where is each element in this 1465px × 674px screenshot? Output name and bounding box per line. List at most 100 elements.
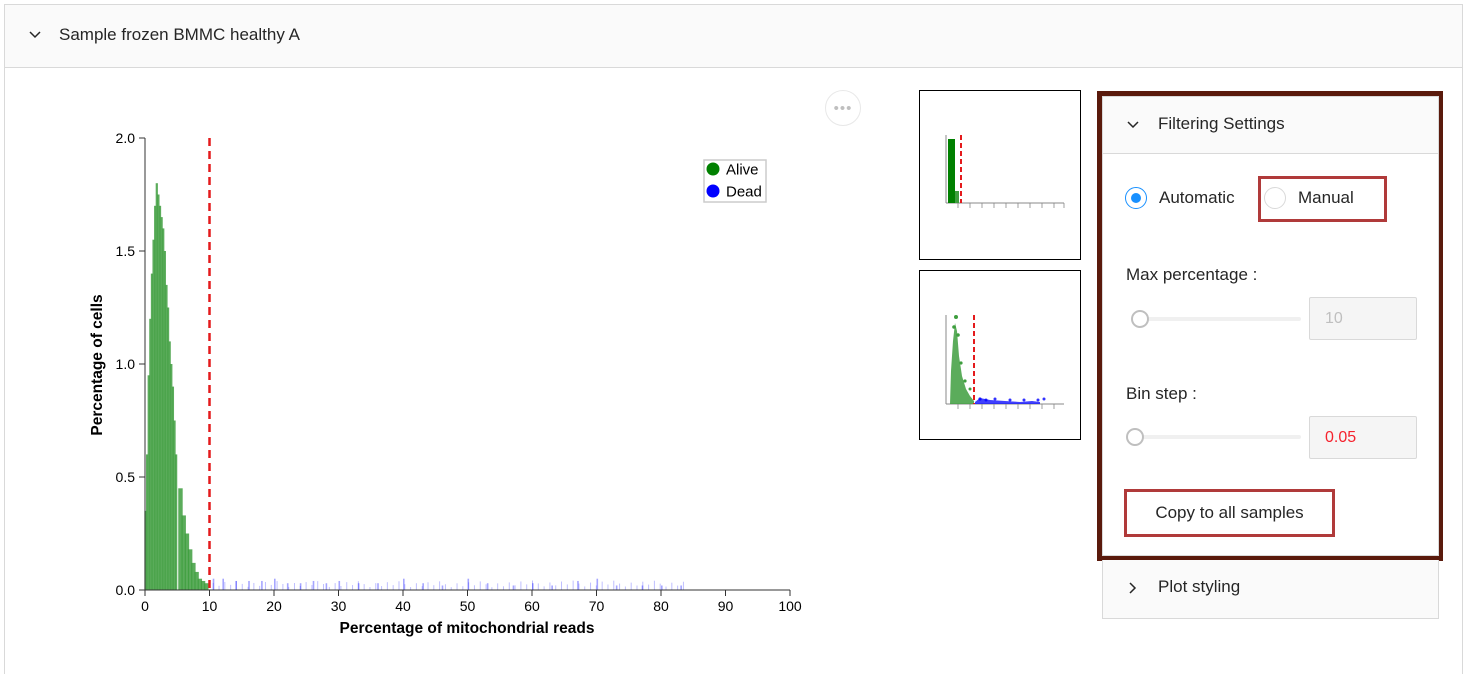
alive-bar — [150, 273, 154, 590]
alive-bar — [181, 515, 186, 590]
max-percentage-slider-handle[interactable] — [1131, 310, 1149, 328]
dead-bar — [433, 585, 435, 590]
dead-bar — [615, 585, 618, 590]
alive-bar — [154, 205, 157, 591]
dead-bar — [222, 578, 224, 590]
dead-bar — [282, 583, 284, 590]
dead-bar — [328, 586, 330, 590]
dead-bar — [377, 583, 379, 590]
dead-bar — [218, 585, 220, 590]
dead-bar — [439, 581, 441, 590]
dead-bar — [363, 584, 365, 590]
x-tick-label: 10 — [202, 598, 218, 614]
dead-bar — [261, 580, 263, 590]
mito-histogram: 0 10 20 30 40 50 60 70 80 90 100 0.0 0.5 1.0 1.5 2.0 Al… — [89, 130, 802, 637]
more-options-button[interactable]: ••• — [825, 90, 861, 126]
filtering-settings-header[interactable]: Filtering Settings — [1103, 97, 1438, 154]
dead-bar — [590, 582, 592, 590]
plot-thumbnail-histogram[interactable] — [919, 90, 1081, 260]
dead-bar — [270, 584, 272, 590]
x-tick-label: 90 — [718, 598, 734, 614]
x-tick-label: 70 — [589, 598, 605, 614]
dead-bar — [444, 584, 446, 590]
dead-bar — [661, 585, 663, 590]
legend-dead-marker — [706, 184, 720, 198]
plot-styling-title: Plot styling — [1158, 577, 1241, 596]
max-percentage-slider[interactable] — [1126, 309, 1301, 329]
alive-bar — [187, 549, 193, 590]
dead-bar — [532, 580, 533, 590]
scatter-thumbnail-icon — [945, 315, 1064, 409]
dead-bar — [338, 580, 341, 590]
x-tick-label: 30 — [331, 598, 347, 614]
alive-bar — [160, 217, 163, 590]
copy-to-all-samples-button[interactable]: Copy to all samples — [1124, 489, 1335, 537]
radio-automatic[interactable]: Automatic — [1125, 187, 1235, 209]
dead-bar — [369, 587, 371, 590]
max-percentage-input[interactable]: 10 — [1309, 297, 1417, 340]
bin-step-slider[interactable] — [1126, 427, 1301, 447]
dead-bar — [551, 585, 553, 590]
plot-styling-header[interactable]: Plot styling — [1102, 560, 1439, 619]
alive-bar — [194, 571, 199, 590]
dead-bar — [537, 583, 539, 590]
dead-bar — [578, 583, 580, 590]
alive-bar — [158, 205, 162, 591]
dead-bar — [566, 584, 568, 590]
dead-bar — [274, 578, 276, 590]
y-axis-label: Percentage of cells — [89, 294, 106, 435]
dead-bar — [561, 581, 563, 590]
dead-bar — [665, 586, 667, 590]
dead-bar — [677, 585, 679, 590]
alive-bar — [175, 454, 178, 590]
dead-bar — [415, 583, 417, 590]
dead-bar — [636, 585, 638, 590]
x-tick-label: 40 — [395, 598, 411, 614]
sample-panel-header[interactable]: Sample frozen BMMC healthy A — [5, 5, 1462, 68]
dead-bar — [410, 587, 412, 590]
y-tick-label: 2.0 — [116, 130, 136, 146]
alive-bar — [152, 239, 155, 590]
alive-bar — [168, 341, 171, 590]
radio-manual-label: Manual — [1298, 188, 1354, 207]
dead-bar — [653, 580, 655, 590]
dead-bar — [641, 585, 644, 590]
dead-bar — [648, 584, 650, 590]
radio-automatic-label: Automatic — [1159, 188, 1235, 207]
dead-bar — [456, 583, 458, 590]
alive-bar — [163, 251, 166, 590]
alive-bar — [173, 420, 176, 590]
dead-bar — [392, 585, 394, 590]
x-tick-label: 80 — [653, 598, 669, 614]
dead-bar — [247, 586, 249, 590]
alive-bar — [171, 386, 175, 590]
plot-thumbnail-scatter[interactable] — [919, 270, 1081, 440]
x-axis-label: Percentage of mitochondrial reads — [340, 620, 595, 637]
bin-step-input[interactable]: 0.05 — [1309, 416, 1417, 459]
dead-bar — [212, 582, 214, 590]
dead-bar — [312, 580, 315, 590]
dead-bar — [241, 583, 243, 590]
bin-step-slider-handle[interactable] — [1126, 428, 1144, 446]
dead-bar — [340, 585, 342, 590]
dead-bar — [514, 585, 516, 590]
dead-bar — [311, 584, 313, 590]
dead-bar — [288, 586, 290, 590]
x-tick-label: 20 — [266, 598, 282, 614]
max-percentage-label: Max percentage : — [1126, 265, 1258, 284]
dead-bar — [248, 580, 250, 590]
dead-bar — [230, 584, 232, 590]
alive-bar — [155, 183, 158, 590]
dead-bar — [543, 586, 545, 590]
radio-manual-dot — [1264, 187, 1286, 209]
alive-bar — [157, 194, 160, 590]
dead-bar — [235, 580, 237, 590]
dead-bar — [441, 585, 444, 590]
alive-bar — [149, 318, 152, 590]
dead-bar — [613, 580, 615, 590]
radio-manual[interactable]: Manual — [1264, 187, 1354, 209]
dead-bar — [253, 582, 255, 590]
dead-bar — [577, 580, 579, 590]
dead-bar — [299, 585, 301, 590]
dead-bar — [224, 581, 226, 590]
